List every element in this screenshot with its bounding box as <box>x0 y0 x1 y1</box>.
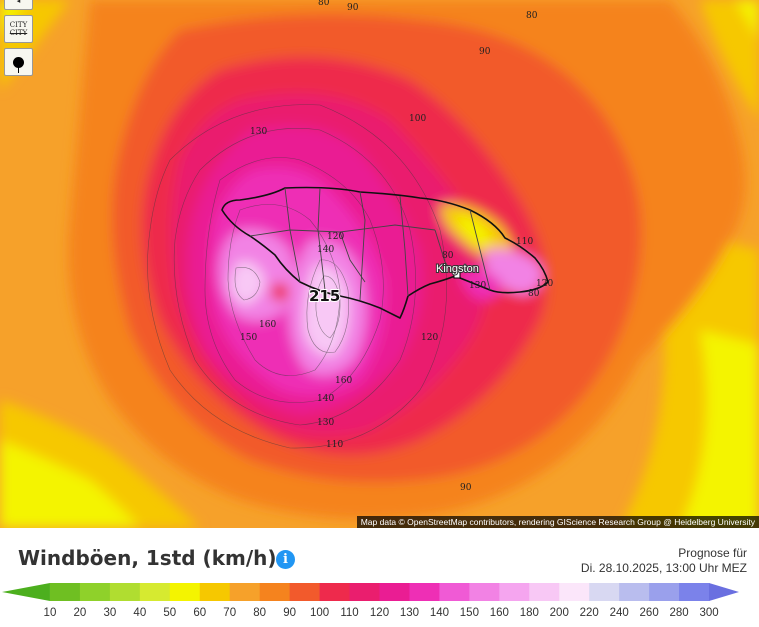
color-scale-swatch <box>709 583 739 601</box>
color-scale-tick: 30 <box>103 607 117 619</box>
contour-label: 130 <box>469 281 486 291</box>
color-scale-tick: 180 <box>519 607 539 619</box>
color-scale-tick: 260 <box>639 607 659 619</box>
color-scale-tick: 60 <box>193 607 207 619</box>
color-scale-swatch <box>319 583 351 601</box>
color-scale-swatch <box>469 583 500 601</box>
color-scale-tick: 240 <box>609 607 629 619</box>
color-scale-tick: 280 <box>669 607 689 619</box>
contour-label: 110 <box>326 440 343 450</box>
color-scale-tick: 300 <box>699 607 719 619</box>
color-scale-swatch <box>529 583 560 601</box>
contour-label: 80 <box>528 289 540 299</box>
forecast-label: Prognose für <box>678 546 747 560</box>
city-toggle-label-2: CITY <box>9 29 28 37</box>
color-scale-swatch <box>109 583 141 601</box>
wind-field-svg: 80 90 80 90 100 130 120 140 80 110 120 1… <box>0 0 759 528</box>
color-scale-tick: 70 <box>223 607 237 619</box>
color-scale-swatch <box>79 583 111 601</box>
color-scale-swatch <box>139 583 171 601</box>
color-scale-swatch <box>409 583 440 601</box>
color-scale-swatch <box>499 583 530 601</box>
color-scale-tick: 90 <box>283 607 297 619</box>
contour-label: 130 <box>317 418 334 428</box>
wind-gust-map[interactable]: 80 90 80 90 100 130 120 140 80 110 120 1… <box>0 0 759 528</box>
kingston-marker <box>453 271 461 279</box>
color-scale-tick: 110 <box>340 607 359 619</box>
color-scale-swatch <box>679 583 710 601</box>
map-attribution: Map data © OpenStreetMap contributors, r… <box>356 516 759 528</box>
forecast-time: Di. 28.10.2025, 13:00 Uhr MEZ <box>580 561 747 575</box>
contour-label: 90 <box>460 483 472 493</box>
contour-label: 160 <box>335 376 352 386</box>
color-scale-swatch <box>259 583 291 601</box>
color-scale-tick: 130 <box>399 607 420 619</box>
color-scale-tick: 20 <box>73 607 87 619</box>
color-scale-tick: 80 <box>253 607 267 619</box>
contour-label: 90 <box>479 47 491 57</box>
color-scale-tick: 100 <box>309 607 330 619</box>
marker-toggle-button[interactable] <box>4 48 33 76</box>
contour-label: 80 <box>526 11 538 21</box>
zoom-button[interactable]: ◂ <box>4 0 33 10</box>
color-scale-swatch <box>199 583 231 601</box>
contour-label: 80 <box>442 251 454 261</box>
contour-label: 110 <box>516 237 533 247</box>
color-scale-tick: 220 <box>579 607 599 619</box>
color-scale-swatch <box>229 583 261 601</box>
color-scale-tick: 160 <box>489 607 509 619</box>
contour-label: 150 <box>240 333 257 343</box>
contour-label: 140 <box>317 245 334 255</box>
contour-label: 140 <box>317 394 334 404</box>
color-scale <box>2 583 739 601</box>
color-scale-tick: 150 <box>459 607 479 619</box>
color-scale-tick: 10 <box>43 607 57 619</box>
color-scale-swatch <box>289 583 321 601</box>
legend-panel <box>0 528 759 627</box>
color-scale-swatch <box>589 583 620 601</box>
contour-label: 120 <box>536 279 553 289</box>
pin-icon <box>13 56 24 73</box>
legend-title: Windböen, 1std (km/h) <box>18 546 277 570</box>
color-scale-swatch <box>169 583 201 601</box>
color-scale-swatch <box>349 583 380 601</box>
max-value-label: 215 <box>309 287 340 305</box>
color-scale-tick: 50 <box>163 607 177 619</box>
color-scale-swatch <box>649 583 680 601</box>
color-scale-swatch <box>559 583 590 601</box>
color-scale-tick: 120 <box>369 607 390 619</box>
city-label-kingston: Kingston <box>436 263 479 275</box>
zoom-icon: ◂ <box>16 0 21 5</box>
color-scale-tick: 40 <box>133 607 147 619</box>
color-scale-tick: 140 <box>429 607 449 619</box>
contour-label: 80 <box>318 0 330 8</box>
contour-label: 130 <box>250 127 267 137</box>
color-scale-swatch <box>379 583 410 601</box>
info-icon[interactable]: i <box>276 550 295 569</box>
color-scale-swatch <box>439 583 470 601</box>
color-scale-swatch <box>2 583 50 601</box>
color-scale-tick: 200 <box>549 607 569 619</box>
city-toggle-label: CITY <box>9 21 28 29</box>
contour-label: 90 <box>347 3 359 13</box>
color-scale-swatch <box>619 583 650 601</box>
contour-label: 120 <box>327 232 344 242</box>
contour-label: 100 <box>409 114 426 124</box>
contour-label: 160 <box>259 320 276 330</box>
city-toggle-button[interactable]: CITY CITY <box>4 15 33 43</box>
contour-label: 120 <box>421 333 438 343</box>
color-scale-swatch <box>49 583 81 601</box>
